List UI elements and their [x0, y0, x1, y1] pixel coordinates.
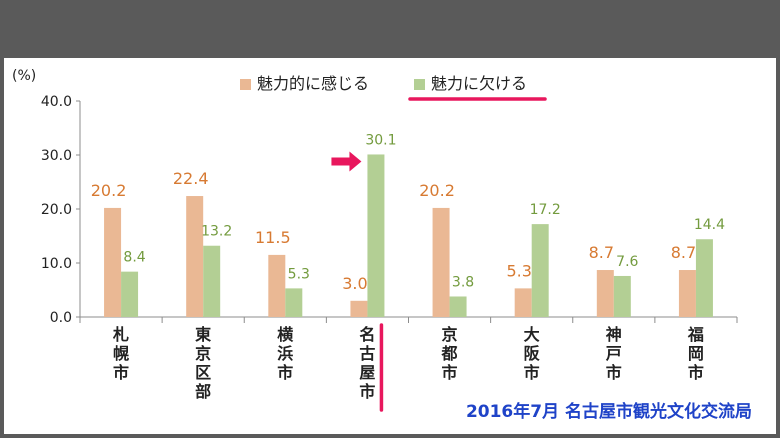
- bar-attractive: [678, 270, 696, 317]
- bar-attractive: [350, 300, 368, 317]
- bar-not-attractive: [121, 271, 139, 317]
- bar-attractive: [186, 196, 204, 317]
- category-label: 東京区部: [195, 325, 211, 401]
- value-label-not-attractive: 5.3: [288, 266, 310, 282]
- value-label-attractive: 20.2: [91, 181, 127, 200]
- y-tick-label: 30.0: [41, 148, 72, 164]
- legend-label-attractive: 魅力的に感じる: [257, 74, 369, 93]
- legend-label-not-attractive: 魅力に欠ける: [431, 74, 527, 93]
- category-label: 札幌市: [112, 325, 129, 382]
- value-labels-group: 20.2 22.4 11.5 3.0 20.2 5.3 8.7 8.7 8.4 13.2 5.3 30…: [91, 132, 725, 292]
- value-label-attractive: 3.0: [342, 274, 367, 293]
- y-axis-unit-label: (%): [12, 68, 36, 84]
- value-label-not-attractive: 17.2: [530, 202, 561, 218]
- y-tick-label: 40.0: [41, 94, 72, 110]
- y-tick-label: 20.0: [41, 202, 72, 218]
- bars-group: [104, 154, 713, 317]
- legend-swatch-not-attractive: [414, 79, 425, 90]
- bar-not-attractive: [203, 245, 221, 317]
- chart-panel: [4, 58, 776, 434]
- y-axis: (%) 0.0 10.0 20.0 30.0 40.0: [12, 68, 81, 326]
- value-label-attractive: 8.7: [671, 243, 696, 262]
- category-label: 福岡市: [687, 325, 704, 382]
- value-label-not-attractive: 8.4: [123, 250, 145, 266]
- category-label: 名古屋市: [359, 325, 375, 401]
- bar-not-attractive: [531, 224, 549, 317]
- bar-not-attractive: [367, 154, 385, 317]
- y-tick-label: 0.0: [50, 310, 72, 326]
- value-label-not-attractive: 3.8: [452, 274, 474, 290]
- category-label: 神戸市: [606, 325, 622, 382]
- category-label: 横浜市: [277, 325, 294, 382]
- source-credit: 2016年7月 名古屋市観光文化交流局: [466, 401, 752, 422]
- bar-attractive: [104, 207, 122, 317]
- y-tick-label: 10.0: [41, 256, 72, 272]
- bar-attractive: [514, 288, 532, 317]
- bar-attractive: [596, 270, 614, 317]
- value-label-not-attractive: 30.1: [365, 132, 396, 148]
- bar-not-attractive: [449, 296, 467, 317]
- bar-not-attractive: [613, 275, 631, 317]
- bar-attractive: [268, 254, 286, 317]
- value-label-attractive: 22.4: [173, 169, 209, 188]
- value-label-attractive: 8.7: [589, 243, 614, 262]
- category-label: 大阪市: [524, 325, 541, 382]
- bar-not-attractive: [285, 288, 303, 317]
- legend: 魅力的に感じる 魅力に欠ける: [240, 74, 547, 101]
- value-label-not-attractive: 13.2: [201, 224, 232, 240]
- value-label-not-attractive: 7.6: [616, 254, 638, 270]
- category-label: 京都市: [441, 325, 458, 382]
- value-label-attractive: 11.5: [255, 228, 291, 247]
- category-labels-group: 札幌市 東京区部 横浜市 名古屋市 京都市 大阪市 神戸市 福岡市: [112, 325, 704, 401]
- value-label-not-attractive: 14.4: [694, 217, 725, 233]
- legend-swatch-attractive: [240, 79, 251, 90]
- highlight-arrow-icon: [331, 151, 362, 172]
- value-label-attractive: 5.3: [506, 261, 531, 280]
- bar-attractive: [432, 207, 450, 317]
- bar-not-attractive: [695, 239, 713, 317]
- value-label-attractive: 20.2: [419, 181, 455, 200]
